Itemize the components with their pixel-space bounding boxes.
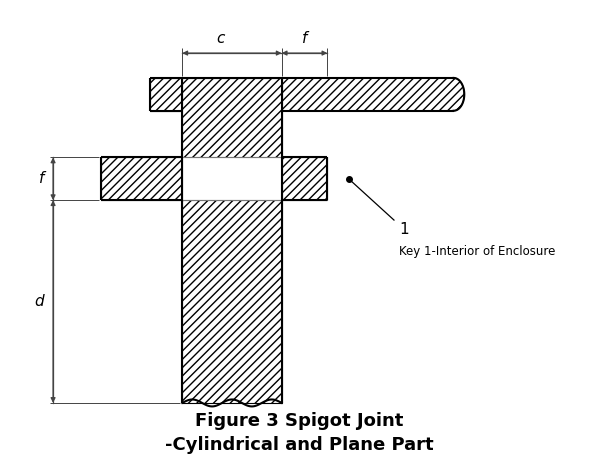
Text: Key 1-Interior of Enclosure: Key 1-Interior of Enclosure xyxy=(399,245,556,258)
Text: Figure 3 Spigot Joint: Figure 3 Spigot Joint xyxy=(196,412,404,430)
Text: f: f xyxy=(302,31,307,46)
Polygon shape xyxy=(101,158,182,200)
Polygon shape xyxy=(151,78,182,111)
Text: -Cylindrical and Plane Part: -Cylindrical and Plane Part xyxy=(165,436,434,454)
Text: d: d xyxy=(35,294,44,309)
Polygon shape xyxy=(182,200,281,403)
Polygon shape xyxy=(281,78,464,111)
Text: 1: 1 xyxy=(399,222,409,237)
Polygon shape xyxy=(281,158,328,200)
Text: c: c xyxy=(216,31,224,46)
Polygon shape xyxy=(182,78,281,158)
Text: f: f xyxy=(39,171,44,186)
